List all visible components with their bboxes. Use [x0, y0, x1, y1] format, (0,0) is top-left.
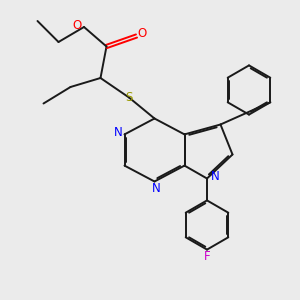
- Text: O: O: [137, 27, 146, 40]
- Text: S: S: [125, 91, 133, 104]
- Text: N: N: [211, 170, 220, 184]
- Text: F: F: [204, 250, 210, 263]
- Text: N: N: [113, 125, 122, 139]
- Text: N: N: [152, 182, 160, 195]
- Text: O: O: [73, 19, 82, 32]
